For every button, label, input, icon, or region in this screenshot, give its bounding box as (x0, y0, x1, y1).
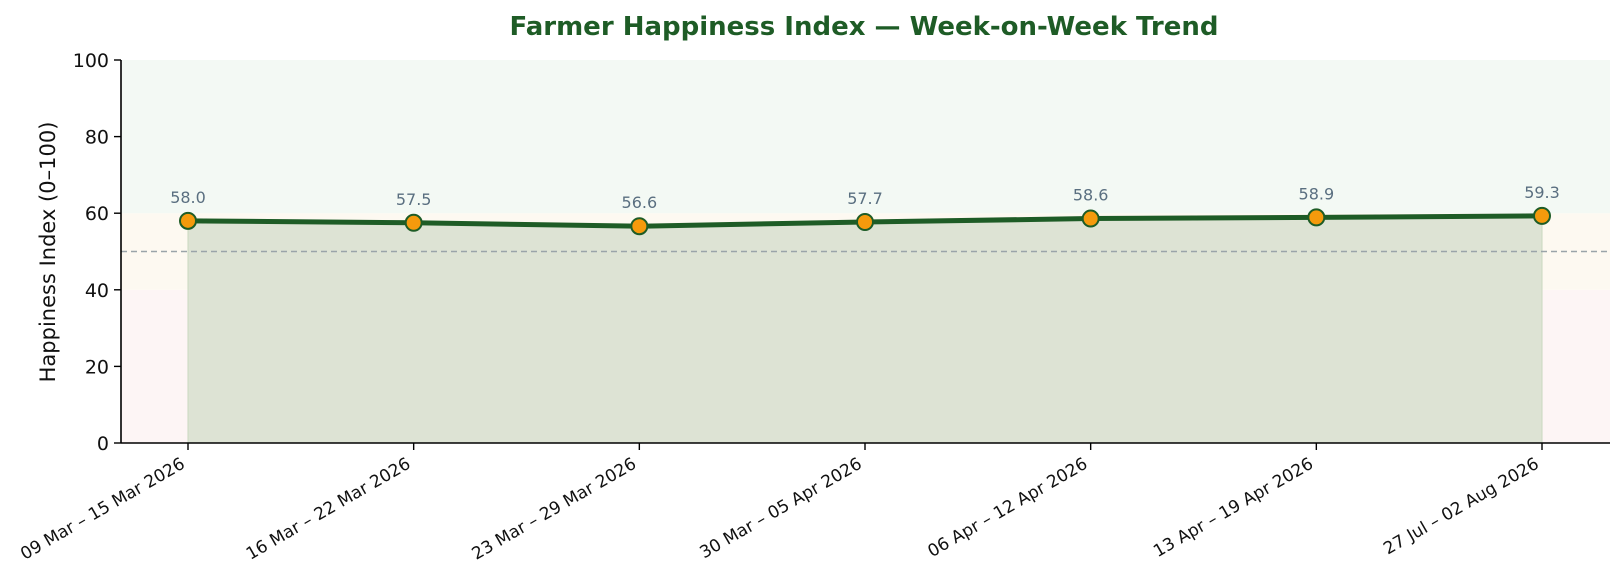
data-label-0: 58.0 (170, 188, 206, 207)
data-label-6: 59.3 (1524, 183, 1560, 202)
data-points (179, 206, 1551, 236)
x-tick-label-6: 27 Jul – 02 Aug 2026 (1380, 454, 1542, 559)
data-point-4 (1081, 209, 1100, 228)
x-axis-ticks: 09 Mar – 15 Mar 2026 16 Mar – 22 Mar 2026… (17, 443, 1543, 564)
x-tick-label-3: 30 Mar – 05 Apr 2026 (697, 454, 866, 563)
x-tick-label-0: 09 Mar – 15 Mar 2026 (17, 454, 188, 564)
data-point-6 (1533, 206, 1551, 225)
chart-title: Farmer Happiness Index — Week-on-Week Tr… (509, 12, 1218, 42)
data-point-5 (1307, 208, 1326, 227)
data-label-2: 56.6 (622, 193, 658, 212)
y-tick-label-4: 80 (85, 127, 109, 149)
x-tick-label-1: 16 Mar – 22 Mar 2026 (243, 454, 414, 564)
data-label-3: 57.7 (847, 189, 883, 208)
x-tick-label-4: 06 Apr – 12 Apr 2026 (925, 454, 1092, 562)
y-axis-ticks: 0 20 40 60 80 100 (73, 50, 121, 455)
y-tick-label-3: 60 (85, 203, 109, 225)
y-tick-label-0: 0 (97, 433, 109, 455)
data-point-2 (630, 217, 649, 236)
y-tick-label-1: 20 (85, 356, 109, 378)
data-point-3 (856, 213, 874, 232)
x-tick-label-2: 23 Mar – 29 Mar 2026 (469, 454, 640, 564)
y-tick-label-2: 40 (85, 280, 109, 302)
area-fill (187, 215, 1543, 444)
area-path (187, 215, 1543, 444)
data-point-0 (179, 211, 197, 230)
data-label-1: 57.5 (396, 190, 432, 209)
data-label-4: 58.6 (1073, 186, 1109, 205)
data-point-1 (404, 213, 423, 232)
x-tick-label-5: 13 Apr – 19 Apr 2026 (1150, 454, 1317, 562)
data-label-5: 58.9 (1299, 184, 1335, 203)
y-tick-label-5: 100 (73, 50, 109, 72)
band-2 (121, 60, 1610, 214)
data-labels: 58.0 57.5 56.6 57.7 58.6 58.9 59.3 (170, 183, 1560, 212)
y-axis-label: Happiness Index (0–100) (36, 122, 60, 383)
